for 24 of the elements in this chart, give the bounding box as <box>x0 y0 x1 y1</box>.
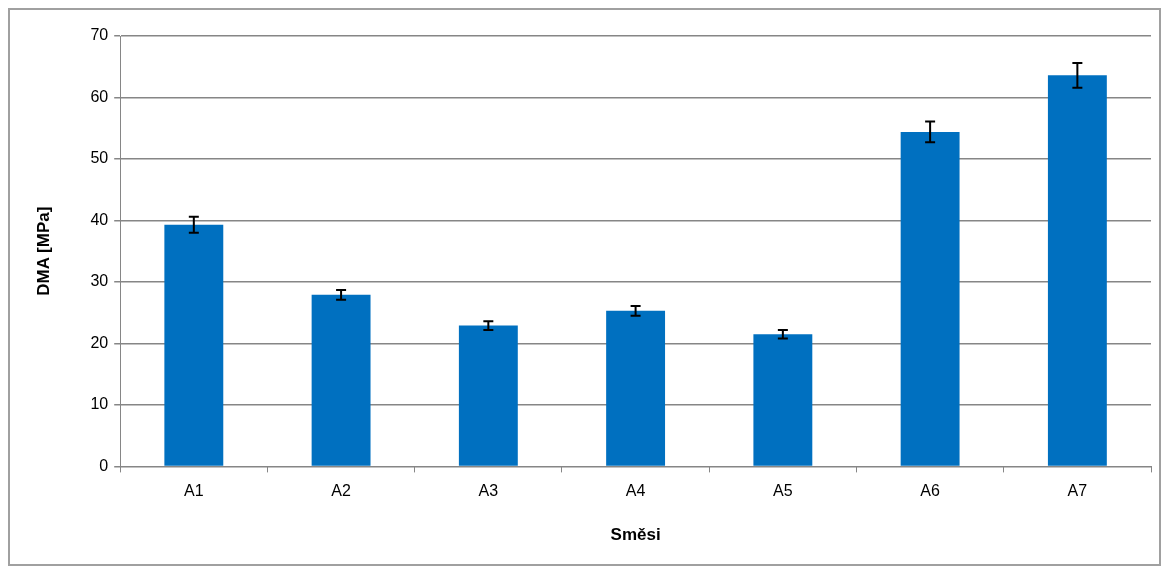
bar <box>606 310 666 466</box>
bar <box>458 325 518 466</box>
y-tick-label: 50 <box>90 149 109 167</box>
y-axis-title: DMA [MPa] <box>33 206 53 296</box>
y-tick-label: 30 <box>90 272 109 290</box>
x-axis-title: Směsi <box>610 525 661 545</box>
bar <box>753 334 813 466</box>
bar <box>1047 75 1107 466</box>
y-tick-label: 0 <box>99 456 109 474</box>
bar <box>311 294 371 466</box>
y-tick-label: 20 <box>90 333 109 351</box>
x-tick-label: A1 <box>184 482 204 500</box>
x-tick-label: A2 <box>331 482 351 500</box>
bar <box>900 131 960 466</box>
y-tick-label: 40 <box>90 210 109 228</box>
y-tick-label: 10 <box>90 395 109 413</box>
x-tick-label: A6 <box>920 482 940 500</box>
y-tick-label: 60 <box>90 87 109 105</box>
bar <box>164 224 224 466</box>
x-tick-label: A7 <box>1067 482 1088 500</box>
y-tick-label: 70 <box>90 26 109 44</box>
x-tick-label: A3 <box>478 482 499 500</box>
x-tick-label: A4 <box>625 482 646 500</box>
x-tick-label: A5 <box>773 482 793 500</box>
